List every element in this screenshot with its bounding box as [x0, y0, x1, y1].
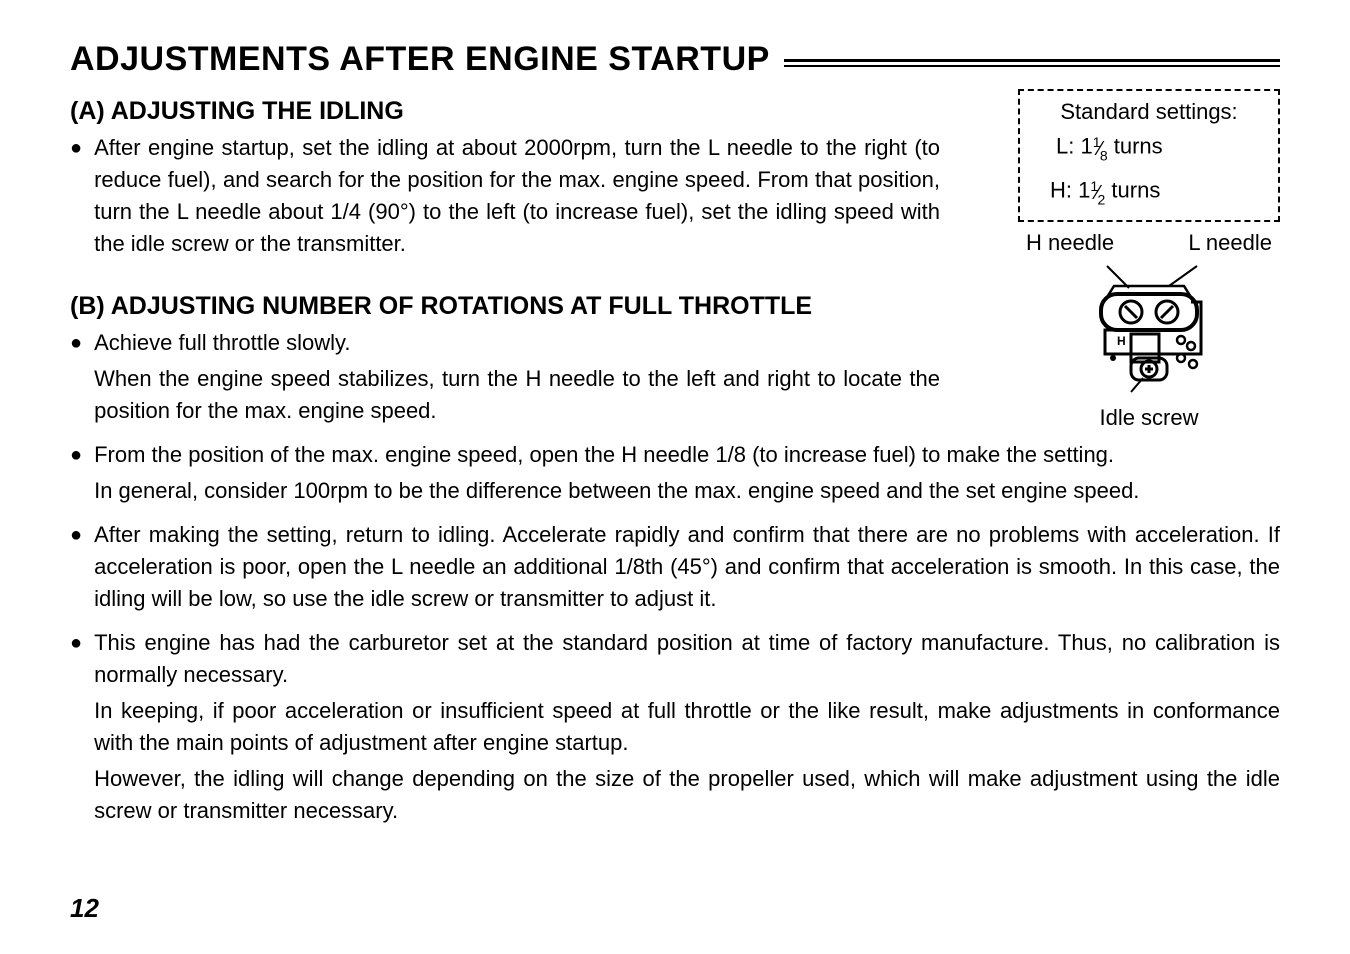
- content-area: Standard settings: L: 11⁄8 turns H: 11⁄2…: [70, 97, 1280, 827]
- bullet-b4: ● This engine has had the carburetor set…: [70, 627, 1280, 827]
- page-number: 12: [70, 893, 99, 924]
- bullet-b2-line1: From the position of the max. engine spe…: [94, 442, 1114, 467]
- l-prefix: L: 1: [1056, 133, 1093, 158]
- bullet-b1-line1: Achieve full throttle slowly.: [94, 330, 350, 355]
- settings-box: Standard settings: L: 11⁄8 turns H: 11⁄2…: [1018, 89, 1280, 222]
- h-prefix: H: 1: [1050, 177, 1090, 202]
- bullet-b4-text: This engine has had the carburetor set a…: [94, 627, 1280, 827]
- figure-box: Standard settings: L: 11⁄8 turns H: 11⁄2…: [1018, 89, 1280, 431]
- title-rule: [784, 59, 1280, 67]
- bullet-b3: ● After making the setting, return to id…: [70, 519, 1280, 615]
- bullet-icon: ●: [70, 627, 82, 827]
- bullet-icon: ●: [70, 439, 82, 507]
- h-fraction: 1⁄2: [1090, 171, 1105, 215]
- bullet-b2: ● From the position of the max. engine s…: [70, 439, 1280, 507]
- l-suffix: turns: [1108, 133, 1163, 158]
- bullet-b2-text: From the position of the max. engine spe…: [94, 439, 1280, 507]
- bullet-a1-text: After engine startup, set the idling at …: [94, 132, 940, 260]
- bullet-icon: ●: [70, 132, 82, 260]
- l-setting-row: L: 11⁄8 turns: [1028, 127, 1270, 171]
- carburetor-icon: H: [1069, 258, 1229, 398]
- h-suffix: turns: [1105, 177, 1160, 202]
- bullet-b2-line2: In general, consider 100rpm to be the di…: [94, 475, 1280, 507]
- settings-title: Standard settings:: [1028, 97, 1270, 127]
- l-needle-label: L needle: [1188, 230, 1272, 256]
- bullet-b1: ● Achieve full throttle slowly. When the…: [70, 327, 940, 427]
- bullet-b3-text: After making the setting, return to idli…: [94, 519, 1280, 615]
- idle-screw-label: Idle screw: [1018, 405, 1280, 431]
- h-needle-label: H needle: [1026, 230, 1114, 256]
- bullet-icon: ●: [70, 327, 82, 427]
- bullet-b4-line1: This engine has had the carburetor set a…: [94, 630, 1280, 687]
- needle-labels: H needle L needle: [1018, 230, 1280, 256]
- bullet-b1-line2: When the engine speed stabilizes, turn t…: [94, 363, 940, 427]
- bullet-b4-line2: In keeping, if poor acceleration or insu…: [94, 695, 1280, 759]
- bullet-icon: ●: [70, 519, 82, 615]
- title-row: ADJUSTMENTS AFTER ENGINE STARTUP: [70, 40, 1280, 79]
- l-fraction: 1⁄8: [1093, 127, 1108, 171]
- page-title: ADJUSTMENTS AFTER ENGINE STARTUP: [70, 40, 770, 79]
- svg-text:H: H: [1117, 334, 1126, 348]
- bullet-a1: ● After engine startup, set the idling a…: [70, 132, 940, 260]
- h-setting-row: H: 11⁄2 turns: [1028, 171, 1270, 215]
- bullet-b1-text: Achieve full throttle slowly. When the e…: [94, 327, 940, 427]
- bullet-b4-line3: However, the idling will change dependin…: [94, 763, 1280, 827]
